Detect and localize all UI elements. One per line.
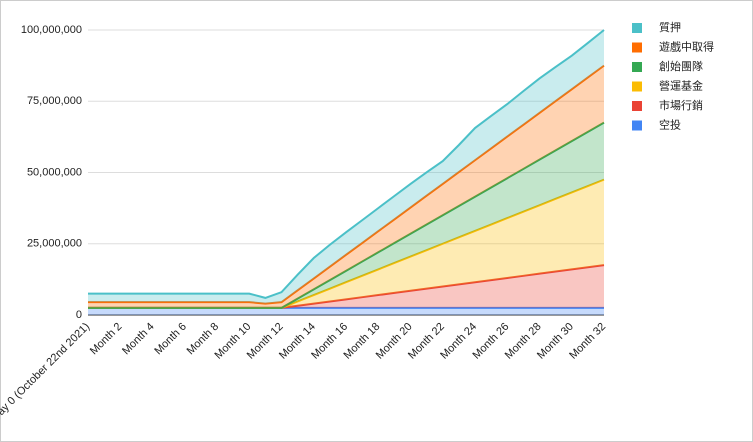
legend-swatch[interactable] <box>632 62 642 72</box>
legend-label[interactable]: 市場行銷 <box>659 98 703 112</box>
legend-label[interactable]: 空投 <box>659 117 681 131</box>
legend-label[interactable]: 創始團隊 <box>659 59 703 73</box>
y-tick-label: 0 <box>76 309 82 321</box>
legend-swatch[interactable] <box>632 101 642 111</box>
legend-label[interactable]: 質押 <box>659 20 681 34</box>
area <box>88 179 604 308</box>
y-tick-label: 25,000,000 <box>27 238 82 250</box>
legend-label[interactable]: 遊戲中取得 <box>659 39 714 53</box>
y-tick-label: 50,000,000 <box>27 166 82 178</box>
legend-swatch[interactable] <box>632 81 642 92</box>
area <box>88 65 604 308</box>
area <box>88 307 604 315</box>
area <box>88 30 604 304</box>
area-line <box>88 121 605 309</box>
legend-swatch[interactable] <box>632 42 642 53</box>
area <box>88 265 604 308</box>
area-line <box>88 29 605 299</box>
area-line <box>88 64 605 305</box>
legend-swatch[interactable] <box>632 120 642 131</box>
y-tick-label: 75,000,000 <box>27 95 82 107</box>
y-tick-label: 100,000,000 <box>21 24 82 36</box>
legend-label[interactable]: 營運基金 <box>659 78 703 92</box>
legend-swatch[interactable] <box>632 23 642 33</box>
